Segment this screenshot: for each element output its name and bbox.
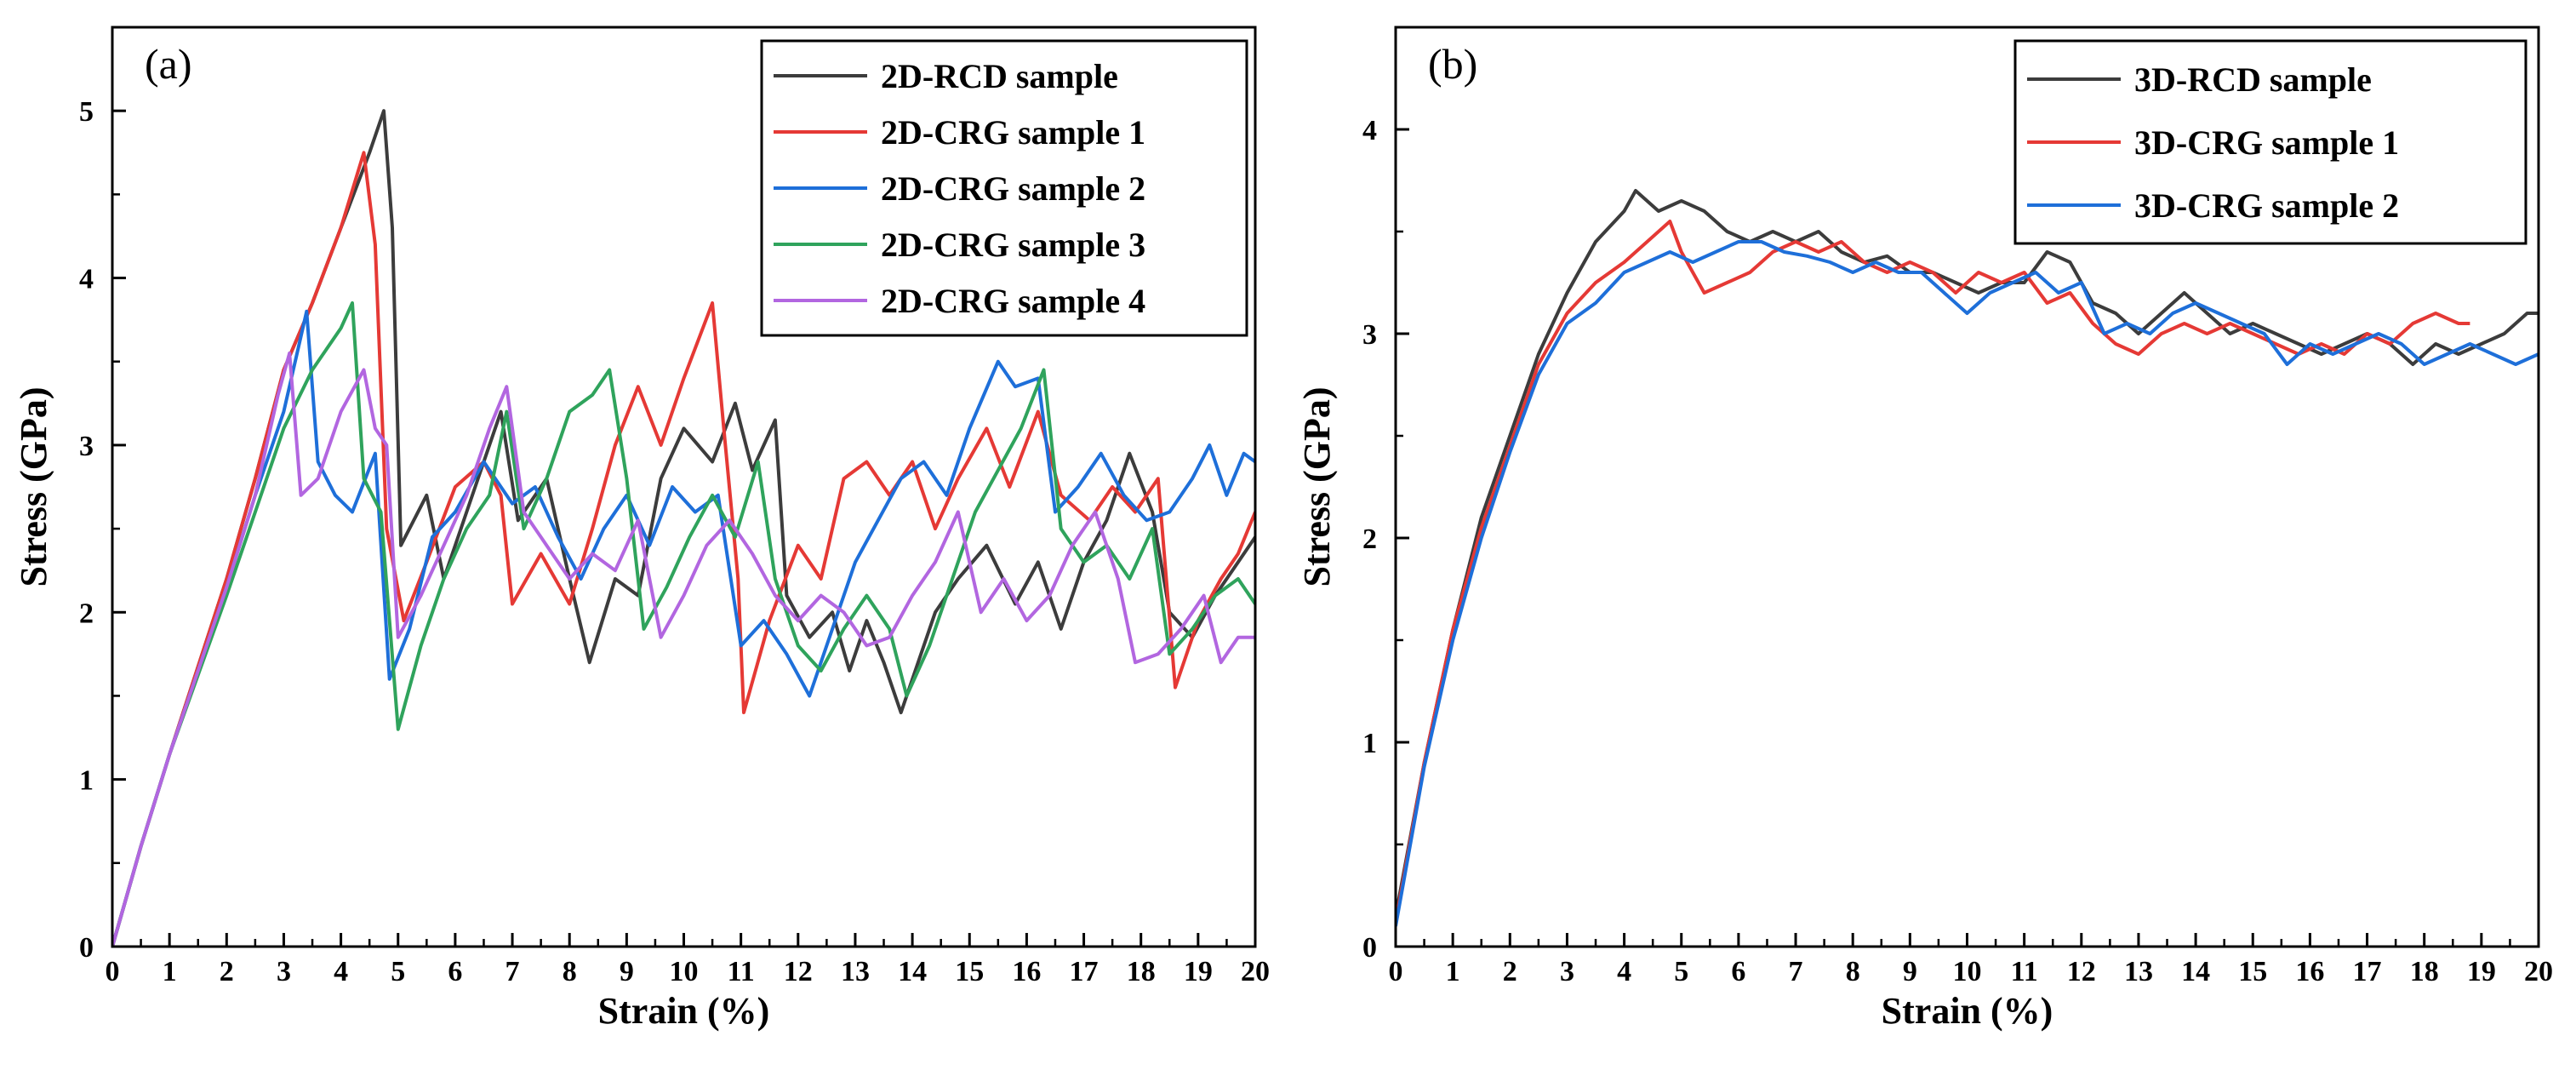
chart-1-x-tick-label-18: 18: [2410, 956, 2439, 987]
chart-0-legend-label-2: 2D-CRG sample 2: [881, 169, 1145, 208]
chart-0-y-tick-label-0: 0: [79, 932, 94, 964]
chart-0-legend-label-3: 2D-CRG sample 3: [881, 226, 1145, 264]
chart-0-series-line-4: [112, 351, 1255, 947]
chart-0-x-tick-label-8: 8: [563, 956, 577, 987]
chart-1-x-tick-label-2: 2: [1503, 956, 1517, 987]
chart-0-x-tick-label-6: 6: [448, 956, 462, 987]
chart-1-y-axis-label: Stress (GPa): [1296, 386, 1338, 586]
chart-1-x-tick-label-15: 15: [2238, 956, 2267, 987]
chart-1-x-tick-label-17: 17: [2353, 956, 2382, 987]
chart-0-y-tick-label-3: 3: [79, 431, 94, 462]
chart-0-series-line-1: [112, 151, 1255, 947]
chart-1-x-tick-label-13: 13: [2124, 956, 2153, 987]
chart-1-x-tick-label-19: 19: [2467, 956, 2496, 987]
chart-0-x-tick-label-3: 3: [277, 956, 291, 987]
chart-1-legend: 3D-RCD sample 3D-CRG sample 1 3D-CRG sampl…: [2013, 39, 2527, 245]
chart-1-panel: 0 1 2 3 4 5 6 7 8 9 10 11 12 13 14 15 16 17 18 19 2001234Str…: [1296, 26, 2553, 1032]
chart-0-legend-label-1: 2D-CRG sample 1: [881, 113, 1145, 152]
chart-0-series-line-3: [112, 301, 1255, 947]
chart-1-x-tick-label-5: 5: [1674, 956, 1688, 987]
chart-1-series-line-1: [1396, 220, 2470, 923]
chart-1-y-tick-label-3: 3: [1362, 319, 1377, 351]
chart-0-y-axis-label: Stress (GPa): [13, 386, 54, 586]
chart-0-x-tick-label-0: 0: [106, 956, 120, 987]
chart-1-x-tick-label-20: 20: [2524, 956, 2553, 987]
chart-0-x-tick-label-4: 4: [334, 956, 348, 987]
chart-0-x-tick-label-19: 19: [1184, 956, 1213, 987]
chart-1-x-tick-label-11: 11: [2011, 956, 2038, 987]
chart-1-y-tick-label-2: 2: [1362, 524, 1377, 555]
chart-1-x-tick-label-3: 3: [1560, 956, 1574, 987]
chart-0-x-tick-label-1: 1: [163, 956, 177, 987]
chart-1-legend-label-0: 3D-RCD sample: [2134, 60, 2372, 99]
chart-1-x-tick-label-8: 8: [1846, 956, 1860, 987]
chart-1-x-tick-label-12: 12: [2067, 956, 2096, 987]
chart-1-series-line-0: [1396, 189, 2539, 917]
chart-1-x-tick-label-0: 0: [1389, 956, 1403, 987]
chart-0-y-tick-label-4: 4: [79, 264, 94, 295]
chart-0-x-tick-label-18: 18: [1127, 956, 1156, 987]
chart-1-y-tick-label-4: 4: [1362, 115, 1377, 146]
chart-0-x-tick-label-15: 15: [955, 956, 984, 987]
chart-0-x-tick-label-10: 10: [670, 956, 699, 987]
chart-1-series-line-2: [1396, 240, 2539, 927]
chart-1-y-tick-label-1: 1: [1362, 728, 1377, 759]
chart-0-x-tick-label-13: 13: [841, 956, 870, 987]
chart-0-panel-label: (a): [145, 40, 192, 88]
chart-1-x-tick-label-7: 7: [1789, 956, 1803, 987]
chart-1-x-tick-label-6: 6: [1731, 956, 1745, 987]
chart-0-x-tick-label-17: 17: [1070, 956, 1099, 987]
chart-0-legend: 2D-RCD sample 2D-CRG sample 1 2D-CRG sampl…: [760, 39, 1248, 337]
chart-1-x-tick-label-14: 14: [2181, 956, 2210, 987]
chart-0-y-tick-label-5: 5: [79, 96, 94, 128]
chart-0-x-tick-label-9: 9: [620, 956, 634, 987]
chart-0-x-tick-label-5: 5: [391, 956, 405, 987]
chart-0-x-tick-label-11: 11: [728, 956, 755, 987]
chart-0-legend-label-4: 2D-CRG sample 4: [881, 282, 1145, 320]
chart-0-y-tick-label-1: 1: [79, 765, 94, 797]
chart-0-x-tick-label-14: 14: [898, 956, 927, 987]
chart-0-y-tick-label-2: 2: [79, 598, 94, 629]
chart-1-panel-label: (b): [1428, 40, 1477, 88]
chart-0-x-tick-label-16: 16: [1012, 956, 1041, 987]
chart-1-legend-label-2: 3D-CRG sample 2: [2134, 186, 2399, 225]
chart-0-x-tick-label-7: 7: [505, 956, 520, 987]
chart-0-x-axis-label: Strain (%): [598, 990, 770, 1032]
chart-0-x-tick-label-12: 12: [784, 956, 813, 987]
chart-1-x-tick-label-9: 9: [1903, 956, 1917, 987]
chart-1-x-axis-label: Strain (%): [1882, 990, 2053, 1032]
chart-0-legend-label-0: 2D-RCD sample: [881, 57, 1118, 95]
chart-1-x-tick-label-10: 10: [1953, 956, 1982, 987]
chart-1-x-tick-label-16: 16: [2295, 956, 2324, 987]
chart-1-x-tick-label-1: 1: [1446, 956, 1460, 987]
chart-1-x-tick-label-4: 4: [1617, 956, 1631, 987]
chart-0-series-line-2: [112, 309, 1255, 947]
chart-0-x-tick-label-20: 20: [1241, 956, 1270, 987]
chart-0-panel: 0 1 2 3 4 5 6 7 8 9 10 11 12 13 14 15 16 17 18 19 20012345St…: [13, 26, 1270, 1032]
chart-1-legend-label-1: 3D-CRG sample 1: [2134, 123, 2399, 162]
chart-0-x-tick-label-2: 2: [220, 956, 234, 987]
chart-1-y-tick-label-0: 0: [1362, 932, 1377, 964]
